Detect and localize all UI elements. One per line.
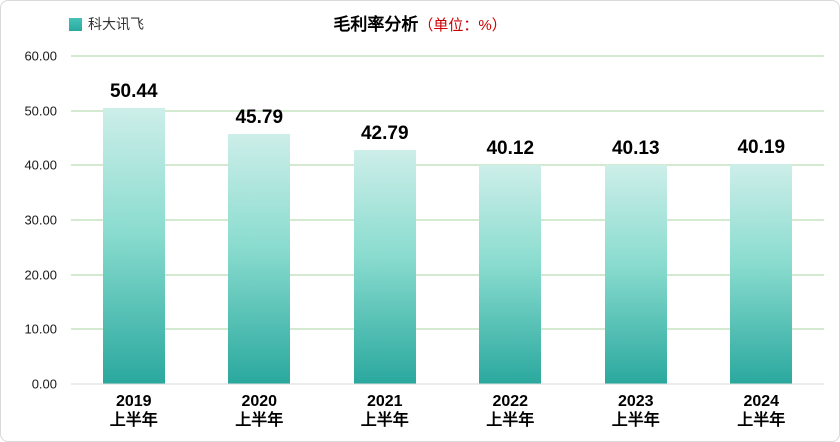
legend: 科大讯飞	[69, 14, 144, 34]
bar-slot: 50.44	[71, 56, 197, 384]
x-tick-label: 2021 上半年	[322, 392, 448, 430]
bar-value-label: 42.79	[360, 123, 409, 145]
x-tick-line: 2021	[366, 393, 403, 410]
bar-value-label: 40.13	[611, 137, 660, 159]
gridline	[71, 110, 824, 112]
bar-2019	[102, 108, 165, 384]
y-tick-label: 40.00	[24, 157, 57, 173]
bar-2020	[228, 133, 291, 384]
x-tick-line: 2020	[241, 393, 278, 410]
y-tick-label: 30.00	[24, 212, 57, 228]
x-tick-line: 上半年	[109, 412, 158, 429]
gridline	[71, 328, 824, 330]
x-tick-line: 上半年	[486, 412, 535, 429]
x-tick-line: 上半年	[360, 412, 409, 429]
x-tick-label: 2023 上半年	[573, 392, 699, 430]
gridline	[71, 55, 824, 57]
y-tick-label: 10.00	[24, 321, 57, 337]
y-tick-label: 60.00	[24, 48, 57, 64]
bar-slot: 40.13	[573, 56, 699, 384]
bar-slot: 42.79	[322, 56, 448, 384]
x-tick-label: 2019 上半年	[71, 392, 197, 430]
x-tick-label: 2022 上半年	[448, 392, 574, 430]
x-tick-label: 2020 上半年	[197, 392, 323, 430]
gridline	[71, 219, 824, 221]
bar-2023	[604, 164, 667, 384]
bar-slot: 40.19	[699, 56, 825, 384]
bar-value-label: 45.79	[235, 106, 284, 128]
bar-2024	[730, 164, 793, 384]
x-tick-line: 2022	[492, 393, 529, 410]
x-tick-line: 上半年	[611, 412, 660, 429]
x-tick-line: 2024	[743, 393, 780, 410]
y-tick-label: 0.00	[31, 376, 57, 392]
x-tick-line: 上半年	[235, 412, 284, 429]
y-tick-label: 50.00	[24, 103, 57, 119]
chart-title-main: 毛利率分析	[333, 15, 419, 34]
legend-swatch-icon	[69, 17, 82, 31]
gridline	[71, 164, 824, 166]
x-tick-line: 2019	[115, 393, 152, 410]
bar-2022	[479, 164, 542, 384]
x-tick-line: 2023	[617, 393, 654, 410]
bar-2021	[353, 150, 416, 384]
y-tick-label: 20.00	[24, 267, 57, 283]
legend-series-label: 科大讯飞	[88, 16, 144, 32]
bar-slot: 40.12	[448, 56, 574, 384]
x-tick-label: 2024 上半年	[699, 392, 825, 430]
bar-value-label: 40.12	[486, 137, 535, 159]
gridline	[71, 274, 824, 276]
bar-value-label: 50.44	[109, 81, 158, 103]
x-tick-line: 上半年	[737, 412, 786, 429]
plot-area: 50.44 45.79 42.79 40.12 40.13 40.19	[71, 55, 824, 385]
x-axis-line	[71, 383, 824, 385]
y-axis: 0.00 10.00 20.00 30.00 40.00 50.00 60.00	[1, 50, 63, 391]
x-axis: 2019 上半年 2020 上半年 2021 上半年 2022 上半年 2023 上半年 2024 上…	[71, 392, 824, 430]
bar-slot: 45.79	[197, 56, 323, 384]
chart-title-unit: （单位：%）	[418, 17, 507, 34]
chart-title: 毛利率分析（单位：%）	[1, 10, 839, 35]
bar-value-label: 40.19	[737, 137, 786, 159]
bars-container: 50.44 45.79 42.79 40.12 40.13 40.19	[71, 56, 824, 384]
